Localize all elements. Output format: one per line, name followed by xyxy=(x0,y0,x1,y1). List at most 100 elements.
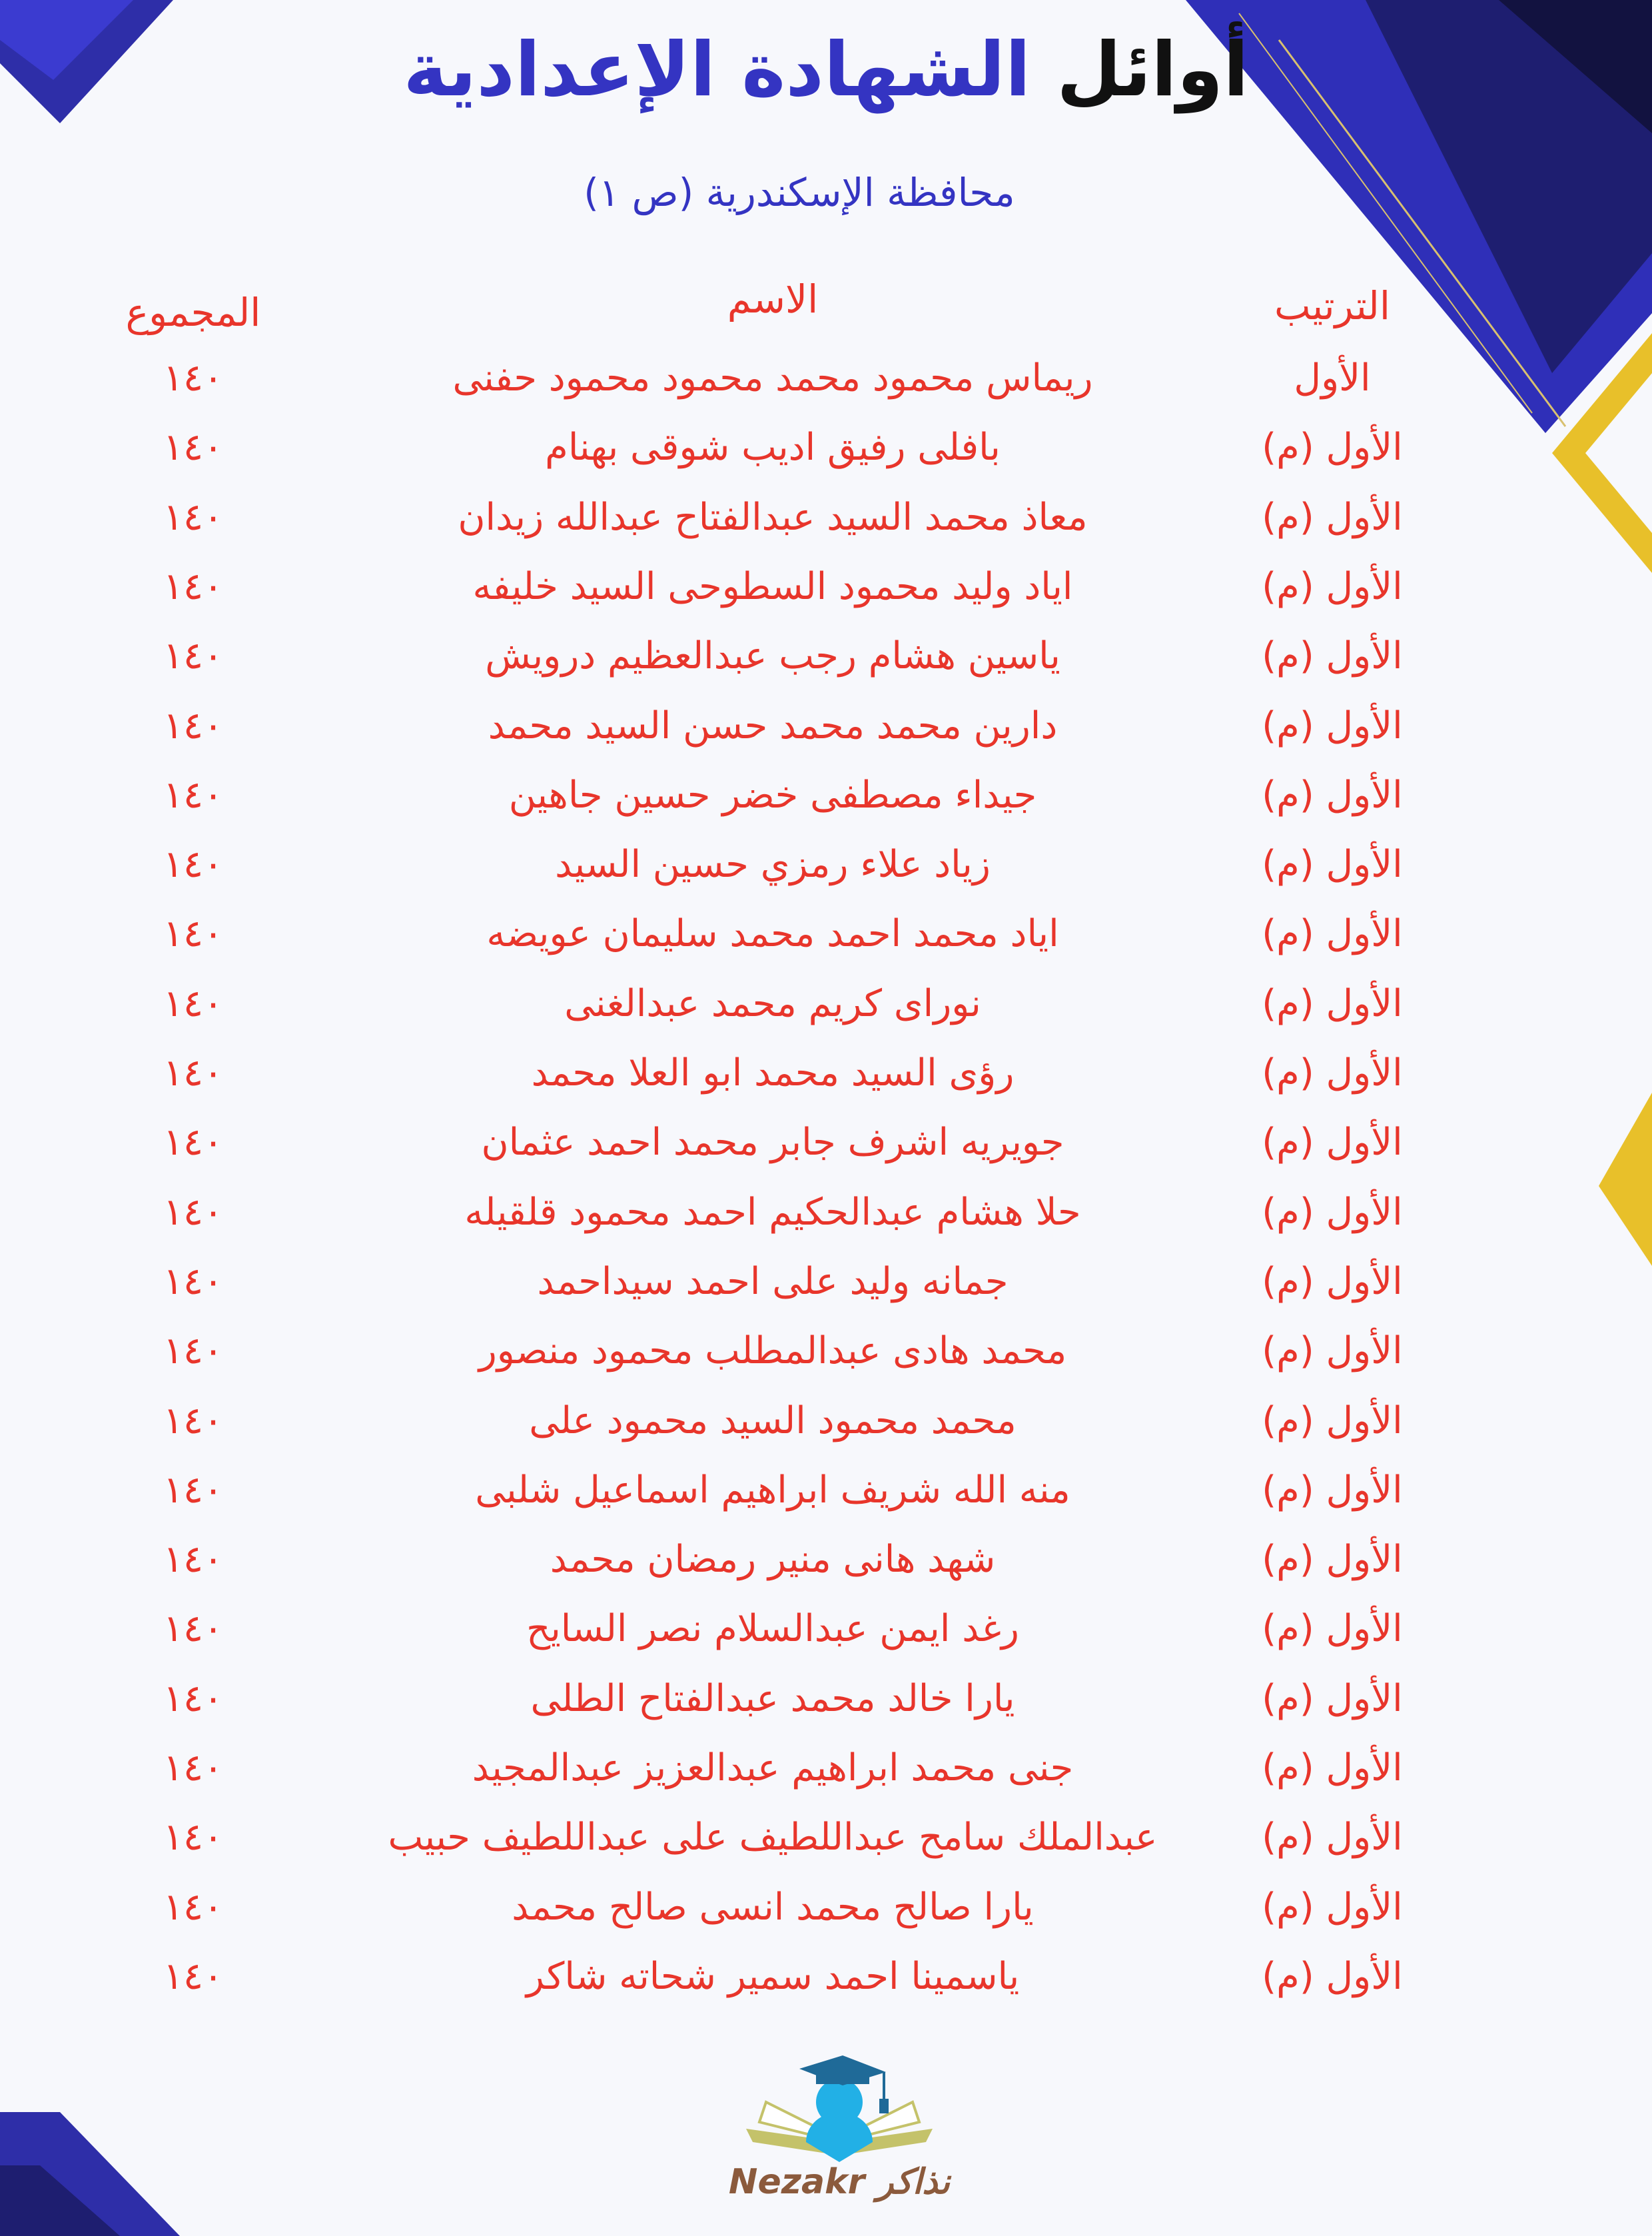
rank-cell: الأول (م) xyxy=(1262,773,1403,817)
rank-cell: الأول (م) xyxy=(1262,1468,1403,1512)
graduate-book-icon xyxy=(746,2055,933,2162)
name-cell: اياد وليد محمود السطوحى السيد خليفه xyxy=(472,564,1073,608)
name-cell: ياسين هشام رجب عبدالعظيم درويش xyxy=(485,634,1060,678)
rank-cell: الأول (م) xyxy=(1262,1190,1403,1234)
table-row: الأول (م) حلا هشام عبدالحكيم احمد محمود ق… xyxy=(0,1191,1652,1257)
header-rank: الترتيب xyxy=(1274,283,1390,328)
rank-cell: الأول xyxy=(1294,356,1371,400)
title-part1: أوائل xyxy=(1056,27,1249,113)
name-cell: بافلى رفيق اديب شوقى بهنام xyxy=(545,426,1001,470)
subtitle: محافظة الإسكندرية (ص ١) xyxy=(584,170,1015,215)
table-row: الأول (م) جيداء مصطفى خضر حسين جاهين ١٤٠ xyxy=(0,774,1652,840)
title-part2: الشهادة الإعدادية xyxy=(403,27,1031,113)
rank-cell: الأول (م) xyxy=(1262,1885,1403,1929)
score-cell: ١٤٠ xyxy=(163,1676,224,1720)
table-row: الأول (م) يارا صالح محمد انسى صالح محمد ١٤… xyxy=(0,1886,1652,1952)
table-row: الأول (م) دارين محمد محمد حسن السيد محمد ١… xyxy=(0,704,1652,771)
score-cell: ١٤٠ xyxy=(163,1398,224,1442)
name-cell: نوراى كريم محمد عبدالغنى xyxy=(564,981,981,1025)
score-cell: ١٤٠ xyxy=(163,1259,224,1303)
rank-cell: الأول (م) xyxy=(1262,1051,1403,1095)
score-cell: ١٤٠ xyxy=(163,773,224,817)
name-cell: ريماس محمود محمد محمود محمود حفنى xyxy=(452,356,1093,400)
header-total: المجموع xyxy=(125,290,261,335)
rank-cell: الأول (م) xyxy=(1262,426,1403,470)
score-cell: ١٤٠ xyxy=(163,1746,224,1790)
rank-cell: الأول (م) xyxy=(1262,843,1403,887)
table-row: الأول (م) ياسمينا احمد سمير شحاته شاكر ١٤٠ xyxy=(0,1955,1652,2021)
rank-cell: الأول (م) xyxy=(1262,1329,1403,1373)
rank-cell: الأول (م) xyxy=(1262,981,1403,1025)
page-title: أوائل الشهادة الإعدادية xyxy=(0,27,1652,113)
name-cell: عبدالملك سامح عبداللطيف على عبداللطيف حب… xyxy=(388,1816,1158,1860)
name-cell: دارين محمد محمد حسن السيد محمد xyxy=(488,704,1058,748)
table-row: الأول (م) منه الله شريف ابراهيم اسماعيل ش… xyxy=(0,1468,1652,1535)
score-cell: ١٤٠ xyxy=(163,1538,224,1582)
name-cell: حلا هشام عبدالحكيم احمد محمود قلقيله xyxy=(464,1190,1081,1234)
rank-cell: الأول (م) xyxy=(1262,634,1403,678)
rank-cell: الأول (م) xyxy=(1262,1607,1403,1651)
score-cell: ١٤٠ xyxy=(163,495,224,539)
table-row: الأول (م) محمد هادى عبدالمطلب محمود منصور… xyxy=(0,1329,1652,1396)
table-row: الأول (م) جويريه اشرف جابر محمد احمد عثما… xyxy=(0,1121,1652,1187)
score-cell: ١٤٠ xyxy=(163,1954,224,1998)
table-row: الأول (م) ياسين هشام رجب عبدالعظيم درويش ١… xyxy=(0,634,1652,701)
table-row: الأول (م) نوراى كريم محمد عبدالغنى ١٤٠ xyxy=(0,982,1652,1049)
score-cell: ١٤٠ xyxy=(163,1816,224,1860)
score-cell: ١٤٠ xyxy=(163,1607,224,1651)
name-cell: جيداء مصطفى خضر حسين جاهين xyxy=(508,773,1037,817)
table-row: الأول (م) معاذ محمد السيد عبدالفتاح عبدال… xyxy=(0,496,1652,562)
score-cell: ١٤٠ xyxy=(163,564,224,608)
table-row: الأول (م) شهد هانى منير رمضان محمد ١٤٠ xyxy=(0,1538,1652,1604)
name-cell: جنى محمد ابراهيم عبدالعزيز عبدالمجيد xyxy=(472,1746,1074,1790)
rank-cell: الأول (م) xyxy=(1262,1259,1403,1303)
score-cell: ١٤٠ xyxy=(163,912,224,956)
name-cell: يارا صالح محمد انسى صالح محمد xyxy=(512,1885,1034,1929)
score-cell: ١٤٠ xyxy=(163,1885,224,1929)
name-cell: منه الله شريف ابراهيم اسماعيل شلبى xyxy=(475,1468,1070,1512)
rank-cell: الأول (م) xyxy=(1262,1954,1403,1998)
table-row: الأول (م) جمانه وليد على احمد سيداحمد ١٤٠ xyxy=(0,1260,1652,1327)
table-row: الأول (م) محمد محمود السيد محمود على ١٤٠ xyxy=(0,1399,1652,1466)
logo-text: Nezakr نذاكر xyxy=(728,2162,951,2202)
score-cell: ١٤٠ xyxy=(163,1121,224,1165)
name-cell: رؤى السيد محمد ابو العلا محمد xyxy=(531,1051,1015,1095)
header-name: الاسم xyxy=(727,277,819,322)
rank-cell: الأول (م) xyxy=(1262,912,1403,956)
rank-cell: الأول (م) xyxy=(1262,704,1403,748)
score-cell: ١٤٠ xyxy=(163,1051,224,1095)
name-cell: محمد محمود السيد محمود على xyxy=(529,1398,1017,1442)
name-cell: محمد هادى عبدالمطلب محمود منصور xyxy=(478,1329,1067,1373)
rank-cell: الأول (م) xyxy=(1262,1398,1403,1442)
name-cell: يارا خالد محمد عبدالفتاح الطلى xyxy=(530,1676,1015,1720)
nezakr-logo: Nezakr نذاكر xyxy=(726,2049,953,2215)
table-row: الأول (م) زياد علاء رمزي حسين السيد ١٤٠ xyxy=(0,843,1652,909)
score-cell: ١٤٠ xyxy=(163,634,224,678)
score-cell: ١٤٠ xyxy=(163,843,224,887)
table-row: الأول (م) بافلى رفيق اديب شوقى بهنام ١٤٠ xyxy=(0,426,1652,492)
score-cell: ١٤٠ xyxy=(163,1329,224,1373)
name-cell: ياسمينا احمد سمير شحاته شاكر xyxy=(526,1954,1020,1998)
name-cell: جويريه اشرف جابر محمد احمد عثمان xyxy=(481,1121,1064,1165)
score-cell: ١٤٠ xyxy=(163,704,224,748)
name-cell: زياد علاء رمزي حسين السيد xyxy=(555,843,991,887)
rank-cell: الأول (م) xyxy=(1262,495,1403,539)
rank-cell: الأول (م) xyxy=(1262,1746,1403,1790)
rank-cell: الأول (م) xyxy=(1262,1816,1403,1860)
name-cell: معاذ محمد السيد عبدالفتاح عبدالله زيدان xyxy=(458,495,1088,539)
name-cell: اياد محمد احمد محمد سليمان عويضه xyxy=(486,912,1059,956)
table-row: الأول (م) رؤى السيد محمد ابو العلا محمد ١٤… xyxy=(0,1051,1652,1118)
table-row: الأول (م) اياد وليد محمود السطوحى السيد خ… xyxy=(0,565,1652,632)
rank-cell: الأول (م) xyxy=(1262,564,1403,608)
table-row: الأول (م) رغد ايمن عبدالسلام نصر السايح ١٤… xyxy=(0,1607,1652,1674)
rank-cell: الأول (م) xyxy=(1262,1538,1403,1582)
table-row: الأول (م) جنى محمد ابراهيم عبدالعزيز عبدا… xyxy=(0,1746,1652,1813)
score-cell: ١٤٠ xyxy=(163,981,224,1025)
name-cell: شهد هانى منير رمضان محمد xyxy=(550,1538,996,1582)
rank-cell: الأول (م) xyxy=(1262,1121,1403,1165)
score-cell: ١٤٠ xyxy=(163,426,224,470)
rank-cell: الأول (م) xyxy=(1262,1676,1403,1720)
table-row: الأول (م) يارا خالد محمد عبدالفتاح الطلى ١… xyxy=(0,1677,1652,1744)
score-cell: ١٤٠ xyxy=(163,1468,224,1512)
